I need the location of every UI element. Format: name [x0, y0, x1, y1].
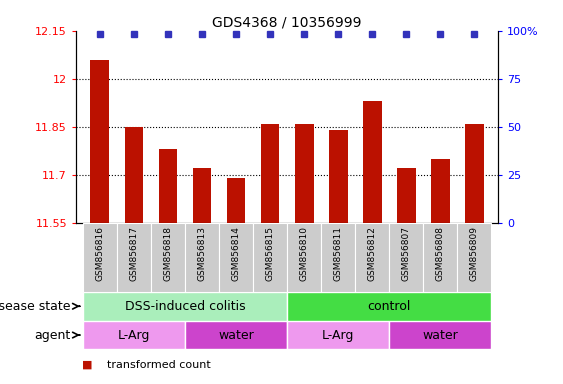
Bar: [151, 223, 185, 292]
Text: GSM856811: GSM856811: [334, 226, 343, 281]
Text: water: water: [218, 329, 254, 341]
Text: GSM856809: GSM856809: [470, 226, 479, 281]
Bar: [185, 321, 287, 349]
Bar: [287, 292, 491, 321]
Bar: [219, 223, 253, 292]
Bar: [397, 168, 415, 223]
Bar: [465, 124, 484, 223]
Text: GSM856817: GSM856817: [129, 226, 138, 281]
Text: GSM856813: GSM856813: [198, 226, 207, 281]
Text: L-Arg: L-Arg: [118, 329, 150, 341]
Bar: [389, 223, 423, 292]
Text: GSM856812: GSM856812: [368, 226, 377, 281]
Text: ■: ■: [82, 360, 92, 370]
Bar: [287, 321, 389, 349]
Text: GSM856807: GSM856807: [402, 226, 411, 281]
Text: DSS-induced colitis: DSS-induced colitis: [124, 300, 245, 313]
Bar: [431, 159, 450, 223]
Bar: [185, 223, 219, 292]
Bar: [253, 223, 287, 292]
Bar: [124, 127, 143, 223]
Text: GSM856816: GSM856816: [95, 226, 104, 281]
Text: agent: agent: [34, 329, 70, 341]
Bar: [261, 124, 279, 223]
Text: water: water: [422, 329, 458, 341]
Bar: [83, 223, 117, 292]
Bar: [423, 223, 457, 292]
Bar: [329, 130, 347, 223]
Text: GSM856818: GSM856818: [163, 226, 172, 281]
Text: L-Arg: L-Arg: [322, 329, 354, 341]
Text: transformed count: transformed count: [107, 360, 211, 370]
Bar: [295, 124, 314, 223]
Title: GDS4368 / 10356999: GDS4368 / 10356999: [212, 16, 362, 30]
Text: GSM856808: GSM856808: [436, 226, 445, 281]
Bar: [91, 60, 109, 223]
Text: GSM856814: GSM856814: [231, 226, 240, 281]
Bar: [159, 149, 177, 223]
Bar: [457, 223, 491, 292]
Bar: [83, 292, 287, 321]
Bar: [193, 168, 211, 223]
Bar: [355, 223, 389, 292]
Bar: [389, 321, 491, 349]
Bar: [117, 223, 151, 292]
Text: control: control: [368, 300, 411, 313]
Bar: [321, 223, 355, 292]
Bar: [363, 101, 382, 223]
Bar: [227, 178, 245, 223]
Text: GSM856810: GSM856810: [300, 226, 309, 281]
Bar: [83, 321, 185, 349]
Text: GSM856815: GSM856815: [266, 226, 275, 281]
Text: disease state: disease state: [0, 300, 70, 313]
Bar: [287, 223, 321, 292]
